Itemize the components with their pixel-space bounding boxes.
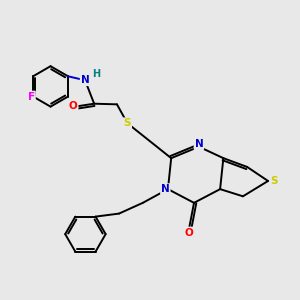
Text: N: N	[194, 139, 203, 149]
Text: O: O	[69, 101, 78, 111]
Text: O: O	[185, 227, 194, 238]
Text: N: N	[81, 75, 89, 85]
Text: H: H	[92, 69, 100, 79]
Text: S: S	[124, 118, 131, 128]
Text: F: F	[28, 92, 35, 101]
Text: S: S	[270, 176, 278, 186]
Text: N: N	[161, 184, 170, 194]
